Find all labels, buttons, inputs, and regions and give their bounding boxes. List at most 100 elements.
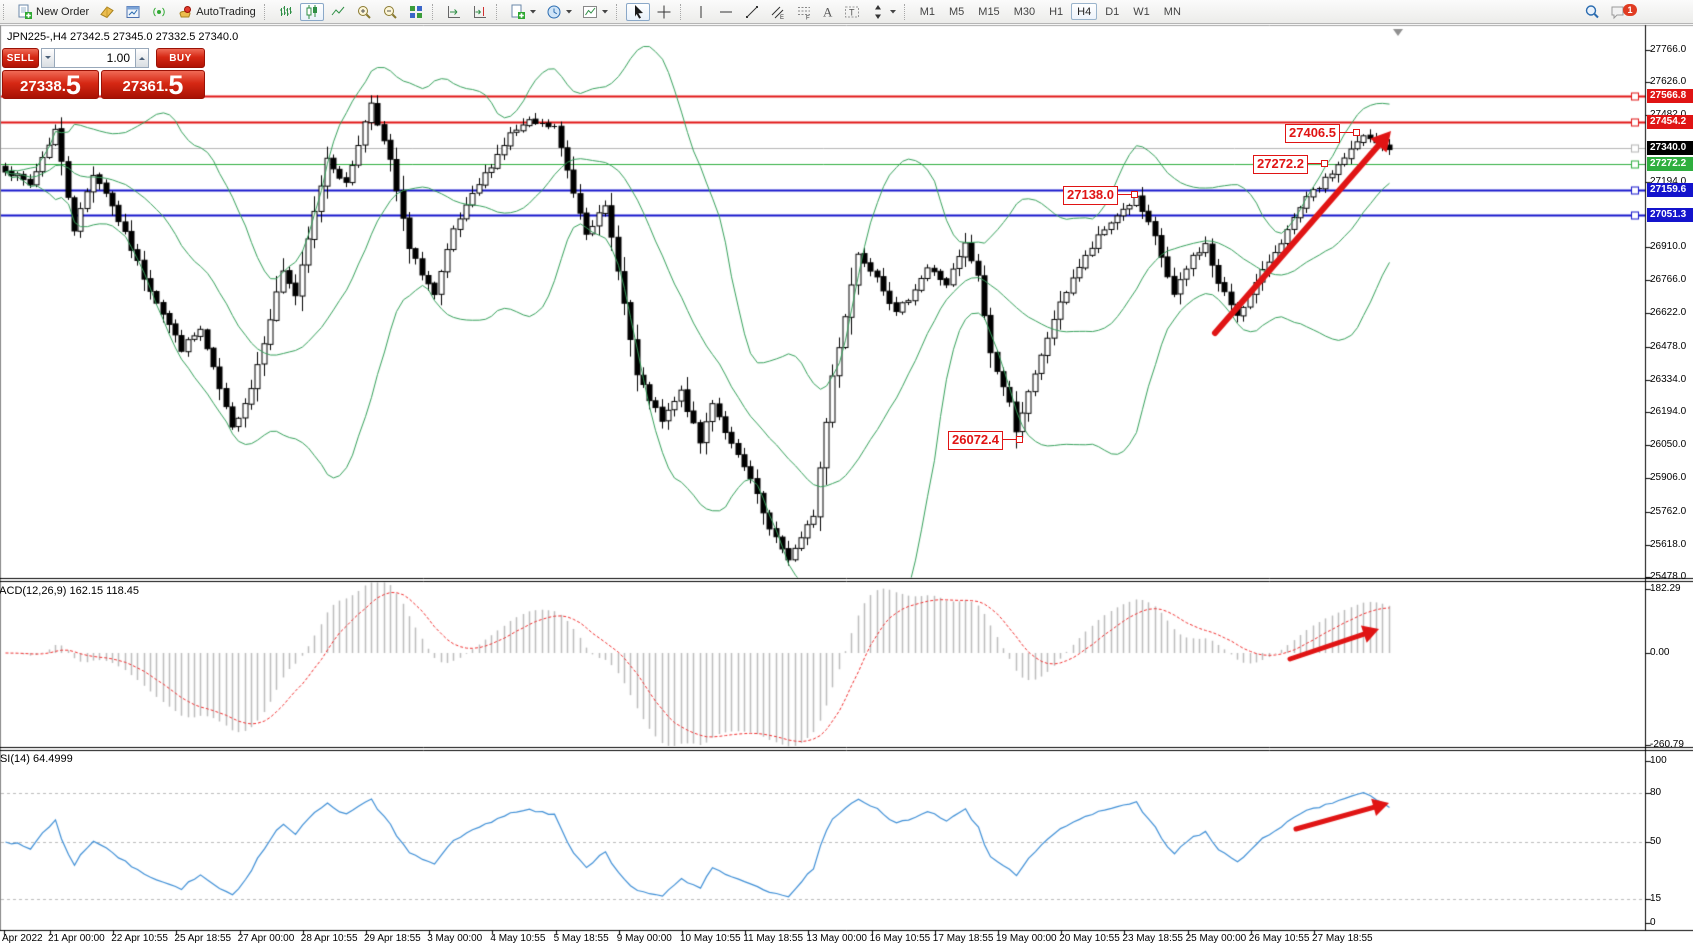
zoom-out-button[interactable] (378, 3, 402, 21)
time-axis-label: 5 May 18:55 (553, 933, 609, 944)
time-axis-label: 3 May 00:00 (427, 933, 483, 944)
timeframe-button-m15[interactable]: M15 (978, 6, 1000, 18)
zoom-in-button[interactable] (352, 3, 376, 21)
price-axis-tick-label: 26478.0 (1650, 340, 1687, 352)
annotation-anchor-square (1353, 129, 1360, 136)
time-axis-label: 9 May 00:00 (616, 933, 672, 944)
crosshair-button[interactable] (652, 3, 676, 21)
search-button[interactable] (1580, 3, 1604, 21)
signals-button[interactable] (147, 3, 171, 21)
svg-text:A: A (823, 4, 833, 19)
buy-price[interactable]: 27361. 5 (101, 70, 205, 99)
templates-button[interactable] (578, 3, 612, 21)
time-axis-label: 17 May 18:55 (932, 933, 994, 944)
buy-button[interactable]: BUY (156, 48, 205, 68)
trendline-button[interactable] (740, 3, 764, 21)
new-order-label: New Order (36, 5, 90, 18)
text-label-button[interactable]: T (840, 3, 864, 21)
profiles-button[interactable] (542, 3, 576, 21)
annotation-leader-line (1003, 439, 1016, 440)
signals-icon (153, 7, 165, 16)
new-chart-button[interactable] (506, 3, 540, 21)
book-icon (100, 5, 114, 18)
toolbar-grip (3, 3, 8, 20)
price-annotation[interactable]: 27138.0 (1063, 186, 1138, 205)
time-axis-label: 29 Apr 18:55 (364, 933, 421, 944)
timeframe-button-m30[interactable]: M30 (1013, 6, 1036, 18)
annotation-anchor-square (1131, 191, 1138, 198)
toolbar-grip (263, 3, 269, 20)
time-axis-label: 22 Apr 10:55 (111, 933, 168, 944)
new-order-button[interactable]: New Order (13, 3, 93, 21)
autotrading-button[interactable]: AutoTrading (173, 3, 260, 21)
sell-button[interactable]: SELL (2, 48, 39, 68)
chevron-up-icon (139, 57, 145, 60)
timeframe-button-m5[interactable]: M5 (949, 6, 965, 18)
volume-increase-button[interactable] (135, 48, 149, 68)
time-axis-label: 16 May 10:55 (869, 933, 931, 944)
tile-windows-button[interactable] (404, 3, 428, 21)
volume-input[interactable] (55, 48, 135, 68)
volume-decrease-button[interactable] (41, 48, 55, 68)
macd-indicator-label: MACD(12,26,9) 162.15 118.45 (0, 585, 139, 597)
buy-price-pip: 5 (168, 70, 184, 100)
svg-text:T: T (849, 7, 855, 17)
text-label-icon: T (844, 6, 859, 17)
time-axis-label: 20 May 10:55 (1059, 933, 1120, 944)
time-axis-label: 13 May 00:00 (806, 933, 867, 944)
macd-axis-tick-label: 182.29 (1650, 583, 1681, 595)
price-annotation[interactable]: 27272.2 (1253, 155, 1328, 174)
fibonacci-button[interactable]: F (792, 3, 816, 21)
text-icon: A (823, 4, 833, 19)
equidistant-channel-button[interactable]: E (766, 3, 790, 21)
time-axis-label: 25 May 00:00 (1185, 933, 1247, 944)
horizontal-line-button[interactable] (714, 3, 738, 21)
price-axis-tick-label: 26766.0 (1650, 274, 1687, 286)
timeframe-button-h1[interactable]: H1 (1049, 6, 1064, 18)
timeframe-button-d1[interactable]: D1 (1105, 6, 1120, 18)
cursor-button[interactable] (625, 2, 650, 21)
time-axis-label: 4 May 10:55 (490, 933, 546, 944)
book-button[interactable] (95, 3, 119, 21)
time-axis-label: 25 Apr 18:55 (174, 933, 232, 944)
candlestick-chart-button[interactable] (299, 2, 324, 21)
line-chart-button[interactable] (326, 3, 350, 21)
new-chart-icon (511, 4, 525, 19)
price-axis-tick-label: 25618.0 (1650, 538, 1687, 550)
vertical-line-button[interactable] (690, 3, 712, 21)
price-axis-tick-label: 25906.0 (1650, 472, 1687, 484)
chevron-down-icon (565, 9, 572, 13)
profiles-icon (547, 5, 561, 18)
chevron-down-icon (529, 9, 536, 13)
price-axis-tick-label: 26194.0 (1650, 406, 1687, 418)
price-annotation[interactable]: 26072.4 (948, 431, 1023, 450)
rsi-axis-tick-label: 0 (1650, 917, 1656, 928)
chevron-down-icon (601, 9, 608, 13)
bar-chart-icon (279, 5, 292, 16)
arrows-button[interactable] (866, 3, 900, 21)
price-annotation[interactable]: 27406.5 (1285, 124, 1360, 143)
chevron-down-icon (45, 56, 51, 59)
line-chart-icon (331, 6, 345, 15)
horizontal-line-icon (719, 11, 732, 12)
text-button[interactable]: A (818, 3, 838, 21)
timeframe-button-mn[interactable]: MN (1163, 6, 1181, 18)
toolbar-grip (903, 3, 909, 20)
notifications-button[interactable]: 1 (1606, 3, 1637, 21)
equidistant-channel-icon: E (771, 6, 784, 20)
timeframe-button-h4[interactable]: H4 (1071, 3, 1098, 20)
timeframe-button-m1[interactable]: M1 (919, 6, 935, 18)
macd-axis-tick-label: 0.00 (1650, 647, 1670, 658)
bar-chart-button[interactable] (274, 3, 298, 21)
chart-shift-button[interactable] (468, 3, 492, 21)
auto-scroll-button[interactable] (442, 3, 466, 21)
sell-price[interactable]: 27338. 5 (2, 70, 99, 99)
chart-window-button[interactable] (121, 3, 145, 21)
time-axis-label: 28 Apr 10:55 (300, 933, 358, 944)
price-axis-tick-label: 27766.0 (1650, 44, 1687, 55)
price-axis-tick-label: 26622.0 (1650, 307, 1687, 319)
buy-price-main: 27361. (122, 78, 169, 95)
timeframe-button-w1[interactable]: W1 (1133, 6, 1150, 18)
crosshair-icon (657, 5, 671, 18)
